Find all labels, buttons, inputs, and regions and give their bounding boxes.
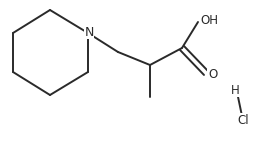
Text: Cl: Cl bbox=[237, 114, 249, 126]
Text: H: H bbox=[231, 84, 239, 96]
Text: OH: OH bbox=[200, 14, 218, 27]
Text: N: N bbox=[84, 26, 94, 39]
Text: O: O bbox=[208, 68, 217, 81]
